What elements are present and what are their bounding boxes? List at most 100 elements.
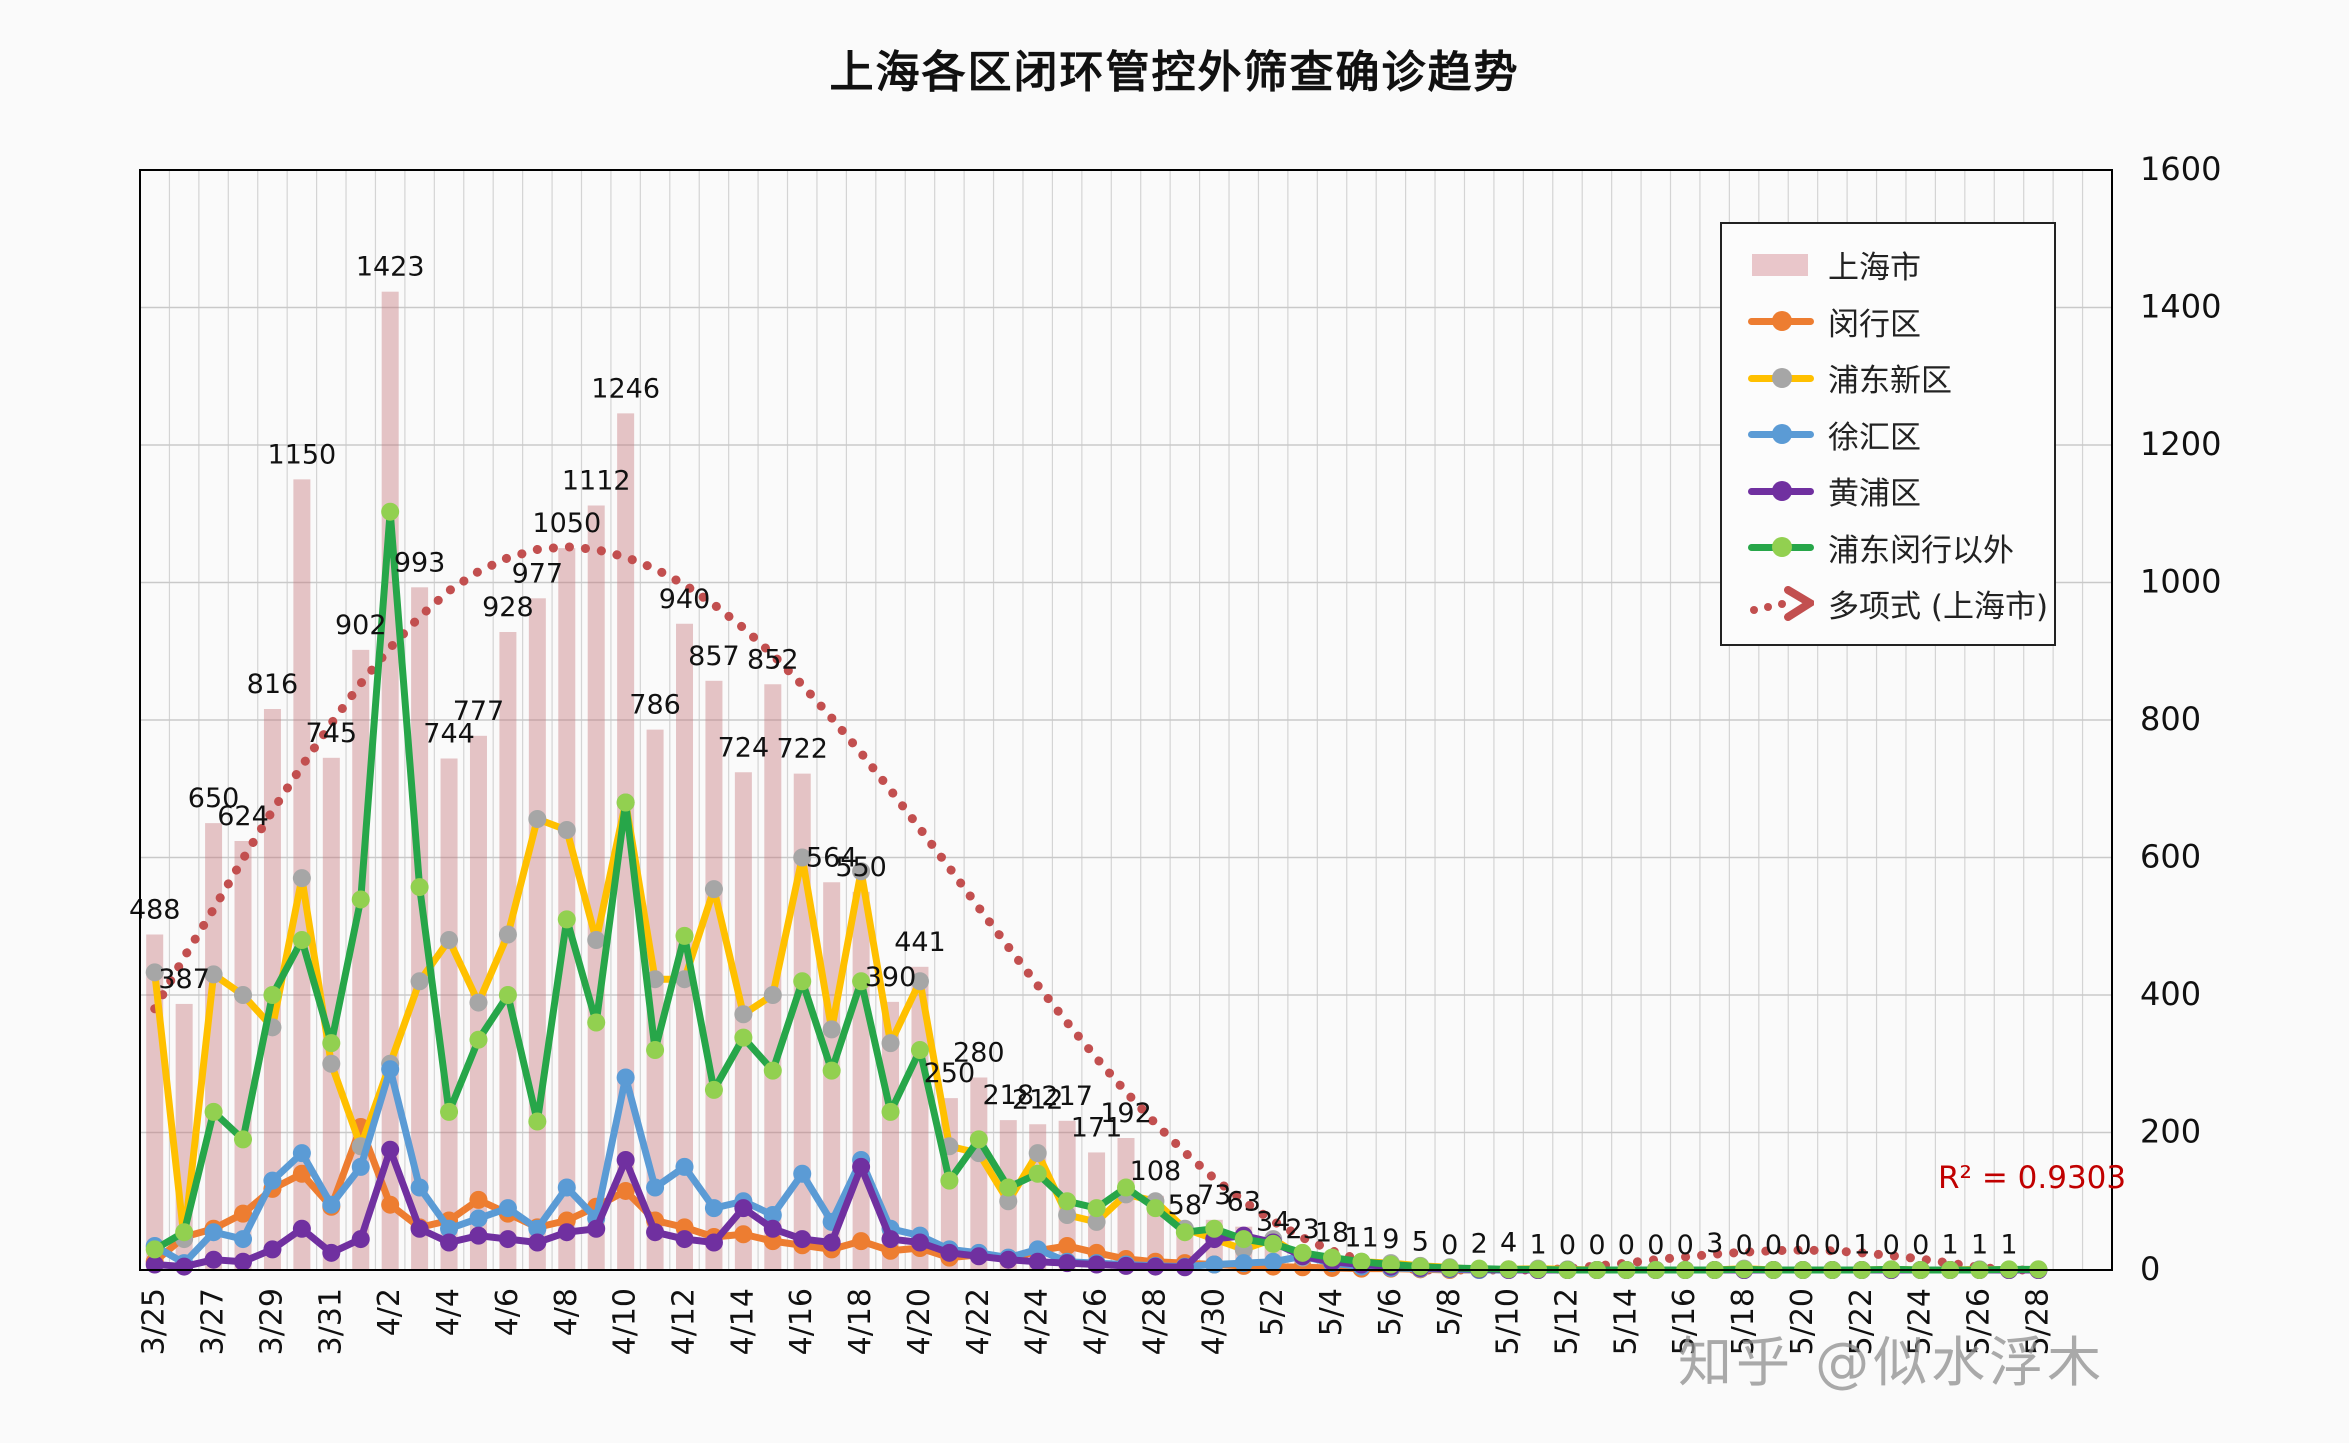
- bar-value-label: 744: [423, 719, 475, 750]
- 浦东闵行以外-marker: [234, 1130, 253, 1149]
- 浦东闵行以外-marker: [852, 972, 871, 991]
- 黄浦区-marker: [410, 1219, 429, 1238]
- 浦东闵行以外-marker: [440, 1102, 459, 1121]
- bar-value-label: 1112: [562, 466, 631, 497]
- 浦东新区-marker: [498, 925, 517, 944]
- legend-item-pudong: 浦东新区: [1748, 356, 2054, 400]
- bar-value-label: 0: [1441, 1230, 1458, 1261]
- 浦东新区-marker: [910, 972, 929, 991]
- x-axis-label: 4/30: [1196, 1288, 1231, 1355]
- y-axis-label: 800: [2140, 700, 2201, 738]
- 黄浦区-marker: [528, 1233, 547, 1252]
- 徐汇区-marker: [528, 1219, 547, 1238]
- 徐汇区-marker: [704, 1199, 723, 1218]
- bar-value-label: 724: [718, 732, 770, 763]
- 黄浦区-marker: [469, 1226, 488, 1245]
- legend-item-huangpu: 黄浦区: [1748, 469, 2054, 513]
- x-axis-label: 5/4: [1314, 1288, 1349, 1336]
- bar-value-label: 488: [129, 895, 181, 926]
- 黄浦区-marker: [822, 1233, 841, 1252]
- 徐汇区-marker: [763, 1206, 782, 1224]
- 浦东新区-marker: [292, 869, 311, 888]
- shanghai-bar: [646, 729, 664, 1270]
- 徐汇区-marker: [351, 1157, 370, 1176]
- 闵行区-marker: [292, 1164, 311, 1183]
- x-axis-label: 5/26: [1962, 1288, 1997, 1355]
- bar-value-label: 0: [1588, 1230, 1605, 1261]
- 浦东闵行以外-marker: [1352, 1252, 1371, 1271]
- minhang-line-swatch-icon: [1748, 303, 1814, 339]
- shanghai-bar: [764, 684, 782, 1270]
- 闵行区-marker: [763, 1232, 782, 1251]
- 浦东新区-marker: [822, 1020, 841, 1039]
- 浦东新区-marker: [1058, 1206, 1077, 1224]
- bar-value-label: 1050: [532, 508, 601, 539]
- 闵行区-marker: [734, 1225, 753, 1244]
- x-axis-label: 3/29: [254, 1288, 289, 1355]
- 黄浦区-marker: [557, 1223, 576, 1242]
- 黄浦区-marker: [263, 1240, 282, 1259]
- bar-value-label: 171: [1071, 1112, 1123, 1143]
- bar-value-label: 5: [1412, 1227, 1429, 1258]
- 徐汇区-marker: [1028, 1240, 1047, 1259]
- 浦东新区-marker: [881, 1034, 900, 1053]
- bar-value-label: 564: [806, 842, 858, 873]
- 黄浦区-marker: [351, 1230, 370, 1249]
- bar-value-label: 108: [1130, 1156, 1182, 1187]
- bar-value-label: 816: [247, 669, 299, 700]
- x-axis-label: 4/20: [902, 1288, 937, 1355]
- bar-value-label: 217: [1041, 1081, 1093, 1112]
- y-axis-label: 0: [2140, 1250, 2160, 1288]
- polynomial-trend-swatch-icon: [1748, 585, 1818, 622]
- bar-value-label: 0: [1765, 1230, 1782, 1261]
- 徐汇区-marker: [322, 1195, 341, 1214]
- bar-value-label: 1: [1853, 1229, 1870, 1260]
- 浦东闵行以外-marker: [1028, 1164, 1047, 1183]
- 浦东闵行以外-marker: [1087, 1199, 1106, 1218]
- y-axis-label: 1400: [2140, 288, 2221, 326]
- 浦东闵行以外-marker: [1175, 1223, 1194, 1242]
- 浦东闵行以外-marker: [763, 1061, 782, 1080]
- 浦东闵行以外-marker: [1264, 1234, 1283, 1253]
- x-axis-label: 4/24: [1020, 1288, 1055, 1355]
- bar-value-label: 940: [659, 584, 711, 615]
- 浦东闵行以外-marker: [793, 972, 812, 991]
- x-axis-label: 4/22: [961, 1288, 996, 1355]
- bar-value-label: 18: [1315, 1218, 1349, 1249]
- x-axis-label: 4/6: [490, 1288, 525, 1336]
- shanghai-bar: [705, 680, 723, 1270]
- x-axis-label: 3/25: [137, 1288, 172, 1355]
- 徐汇区-marker: [469, 1209, 488, 1228]
- 黄浦区-marker: [175, 1257, 194, 1276]
- x-axis-label: 5/22: [1844, 1288, 1879, 1355]
- bar-value-label: 722: [776, 734, 828, 765]
- 浦东新区-marker: [999, 1192, 1018, 1211]
- x-axis-label: 4/12: [667, 1288, 702, 1355]
- bar-value-label: 928: [482, 592, 534, 623]
- xuhui-line-swatch-icon: [1748, 416, 1814, 452]
- 黄浦区-marker: [1028, 1252, 1047, 1271]
- bar-value-label: 1: [1529, 1229, 1546, 1260]
- 浦东新区-marker: [145, 963, 164, 982]
- legend-item-other-districts: 浦东闵行以外: [1748, 525, 2054, 569]
- 黄浦区-marker: [969, 1247, 988, 1266]
- shanghai-bar: [234, 841, 252, 1270]
- huangpu-line-swatch-icon: [1748, 473, 1814, 509]
- x-axis-label: 5/12: [1549, 1288, 1584, 1355]
- shanghai-bar: [381, 291, 399, 1270]
- 浦东新区-marker: [793, 848, 812, 867]
- 徐汇区-marker: [646, 1178, 665, 1197]
- 黄浦区-marker: [1146, 1257, 1165, 1276]
- bar-value-label: 977: [512, 558, 564, 589]
- 浦东新区-marker: [587, 931, 606, 949]
- other-districts-line-swatch-icon: [1748, 529, 1814, 565]
- y-axis-label: 400: [2140, 975, 2201, 1013]
- 浦东闵行以外-marker: [734, 1028, 753, 1047]
- x-axis-label: 5/10: [1491, 1288, 1526, 1355]
- 浦东闵行以外-marker: [1411, 1257, 1430, 1276]
- 闵行区-marker: [469, 1190, 488, 1209]
- 黄浦区-marker: [587, 1219, 606, 1238]
- bar-value-label: 192: [1100, 1098, 1152, 1129]
- 黄浦区-marker: [910, 1233, 929, 1252]
- 徐汇区-marker: [234, 1230, 253, 1249]
